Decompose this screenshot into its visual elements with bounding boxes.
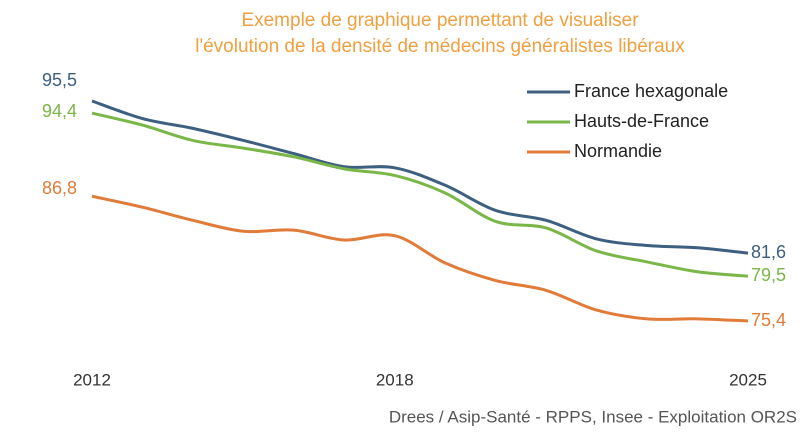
value-label: 95,5 [42,70,77,90]
chart-title: l'évolution de la densité de médecins gé… [195,36,685,57]
legend-label: France hexagonale [574,81,728,101]
value-label: 94,4 [42,101,77,121]
value-label: 79,5 [751,265,786,285]
x-tick-label: 2012 [73,370,111,389]
value-label: 86,8 [42,178,77,198]
value-label: 81,6 [751,242,786,262]
series-line [91,194,749,323]
legend-label: Normandie [574,141,662,161]
legend-label: Hauts-de-France [574,111,709,131]
x-tick-label: 2018 [376,370,414,389]
x-tick-label: 2025 [729,370,767,389]
value-label: 75,4 [751,310,786,330]
chart-title: Exemple de graphique permettant de visua… [241,10,639,31]
series-line [91,111,749,278]
source: Drees / Asip-Santé - RPPS, Insee - Explo… [389,407,797,426]
series-line [91,99,749,255]
